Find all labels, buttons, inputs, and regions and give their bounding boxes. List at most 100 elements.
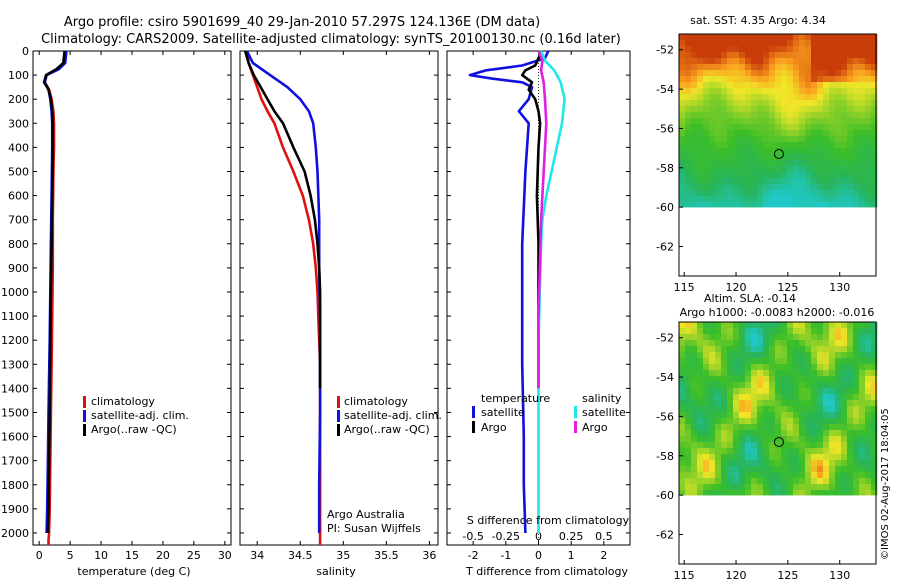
sla-map-frame [678,321,877,565]
map-cell [859,346,866,353]
map-cell [709,376,716,383]
map-cell [817,322,824,329]
map-cell [811,40,818,47]
map-cell [679,322,686,329]
map-cell [853,478,860,485]
map-cell [865,406,872,413]
map-cell [859,352,866,359]
map-cell [835,196,842,203]
map-cell [871,40,878,47]
map-cell [823,436,830,443]
map-cell [775,334,782,341]
map-cell [835,328,842,335]
map-cell [859,382,866,389]
map-cell [829,484,836,491]
map-cell [823,58,830,65]
map-cell [793,436,800,443]
map-cell [787,382,794,389]
map-cell [679,148,686,155]
map-cell [841,484,848,491]
map-cell [865,148,872,155]
map-cell [733,52,740,59]
map-cell [739,472,746,479]
map-cell [829,76,836,83]
map-cell [799,466,806,473]
map-cell [763,436,770,443]
map-cell [859,472,866,479]
map-cell [745,466,752,473]
map-cell [799,178,806,185]
map-cell [781,100,788,107]
map-cell [727,382,734,389]
map-cell [799,394,806,401]
x-tick-label: 1 [568,549,575,562]
map-cell [787,400,794,407]
map-cell [745,484,752,491]
map-cell [769,136,776,143]
map-cell [721,346,728,353]
map-cell [679,406,686,413]
map-cell [859,136,866,143]
map-cell [691,352,698,359]
map-cell [817,334,824,341]
map-cell [775,346,782,353]
map-cell [727,154,734,161]
map-cell [865,160,872,167]
map-cell [841,358,848,365]
map-cell [847,328,854,335]
map-cell [847,160,854,167]
map-cell [787,94,794,101]
map-cell [823,346,830,353]
map-cell [841,340,848,347]
map-cell [775,166,782,173]
map-cell [745,82,752,89]
map-cell [781,400,788,407]
map-cell [739,490,746,496]
map-cell [829,388,836,395]
map-cell [679,418,686,425]
map-cell [835,484,842,491]
map-cell [769,94,776,101]
map-cell [859,154,866,161]
map-cell [715,130,722,137]
map-cell [691,400,698,407]
map-cell [739,418,746,425]
map-cell [775,448,782,455]
map-cell [805,460,812,467]
map-cell [865,178,872,185]
map-cell [715,412,722,419]
map-cell [835,154,842,161]
map-cell [781,346,788,353]
map-cell [775,88,782,95]
map-cell [757,52,764,59]
map-cell [703,424,710,431]
map-cell [829,400,836,407]
x-tick-label: 34.5 [288,549,313,562]
map-cell [733,34,740,41]
map-cell [835,472,842,479]
map-cell [769,388,776,395]
map-cell [835,64,842,71]
map-cell [871,70,878,77]
map-cell [745,196,752,203]
map-cell [679,106,686,113]
map-cell [823,364,830,371]
depth-tick-label: 0 [22,45,29,58]
map-cell [781,112,788,119]
map-cell [781,370,788,377]
map-cell [793,52,800,59]
sla-map: 115 120 125 130-52-54-56-58-60-62 [656,322,878,580]
map-cell [859,478,866,485]
map-cell [715,484,722,491]
map-cell [745,340,752,347]
map-cell [793,370,800,377]
map-cell [871,124,878,131]
map-cell [679,100,686,107]
map-cell [817,184,824,191]
map-cell [871,106,878,113]
map-cell [805,166,812,173]
map-cell [781,394,788,401]
map-cell [781,88,788,95]
map-cell [811,460,818,467]
map-cell [733,406,740,413]
